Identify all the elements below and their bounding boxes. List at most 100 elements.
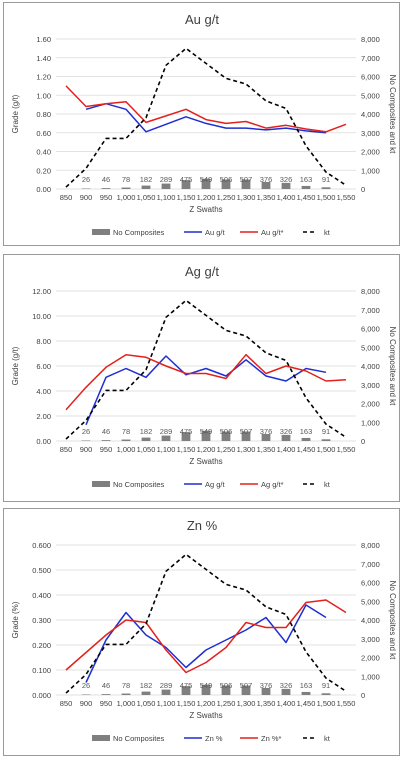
x-tick-label: 1,450 <box>297 445 316 454</box>
x-tick-label: 1,050 <box>137 445 156 454</box>
y-tick-label: 0.200 <box>32 641 51 650</box>
composite-bar <box>121 693 131 695</box>
composite-bar <box>141 185 151 189</box>
composite-count-label: 506 <box>220 427 233 436</box>
y2-tick-label: 4,000 <box>361 362 380 371</box>
composite-count-label: 507 <box>240 681 253 690</box>
composite-bar <box>181 432 191 441</box>
chart-panel-au: Au g/t 0.00 0.20 0.40 0.60 0.80 1.00 1.20 1.40 1.… <box>3 2 400 246</box>
y-axis-label: Grade (g/t) <box>11 346 20 385</box>
y-tick-label: 0.400 <box>32 591 51 600</box>
y2-tick-label: 6,000 <box>361 73 380 82</box>
composite-count-label: 326 <box>280 681 293 690</box>
composite-bar <box>261 433 271 441</box>
composite-bar <box>241 179 251 189</box>
x-tick-label: 1,050 <box>137 699 156 708</box>
legend-swatch-bar <box>92 481 110 487</box>
x-axis-label: Z Swaths <box>189 711 222 720</box>
composite-count-label: 182 <box>140 175 153 184</box>
y-tick-label: 12.00 <box>32 287 51 296</box>
x-tick-label: 1,550 <box>337 699 356 708</box>
composite-bar <box>161 183 171 189</box>
x-tick-label: 1,200 <box>197 445 216 454</box>
chart-zn-svg: Zn % 0.000 0.100 0.200 0.300 0.400 0.500 0.600 0… <box>11 518 397 743</box>
composite-bar <box>321 439 331 441</box>
legend-label: No Composites <box>113 734 165 743</box>
series-line-0 <box>85 355 327 426</box>
x-tick-label: 1,500 <box>317 193 336 202</box>
y2-tick-label: 8,000 <box>361 541 380 550</box>
y2-tick-label: 1,000 <box>361 418 380 427</box>
x-tick-label: 950 <box>100 193 113 202</box>
legend-label: Au g/t <box>205 228 226 237</box>
composite-count-label: 91 <box>322 175 330 184</box>
legend-label: No Composites <box>113 228 165 237</box>
legend-swatch-bar <box>92 735 110 741</box>
legend: No Composites Au g/t Au g/t* kt <box>92 228 331 237</box>
y-tick-label: 0.100 <box>32 666 51 675</box>
composite-bar <box>161 689 171 695</box>
composite-bar <box>281 434 291 441</box>
y-tick-label: 1.00 <box>36 91 51 100</box>
composite-count-label: 475 <box>180 175 193 184</box>
composite-bar <box>281 182 291 189</box>
legend: No Composites Ag g/t Ag g/t* kt <box>92 480 331 489</box>
x-axis-label: Z Swaths <box>189 205 222 214</box>
composite-bar <box>181 180 191 189</box>
composite-bar <box>221 685 231 695</box>
chart-title: Ag g/t <box>185 264 219 279</box>
series-line-0 <box>85 604 327 683</box>
y-tick-label: 2.00 <box>36 412 51 421</box>
composite-bar <box>301 437 311 441</box>
composite-bar <box>101 694 111 695</box>
composite-count-label: 475 <box>180 427 193 436</box>
composite-count-label: 506 <box>220 681 233 690</box>
composite-count-label: 163 <box>300 681 313 690</box>
y2-tick-label: 4,000 <box>361 110 380 119</box>
composite-count-label: 549 <box>200 427 213 436</box>
legend-label: No Composites <box>113 480 165 489</box>
composite-bar <box>161 435 171 441</box>
x-tick-label: 1,500 <box>317 445 336 454</box>
composite-count-label: 26 <box>82 175 90 184</box>
x-tick-label: 850 <box>60 193 73 202</box>
composite-count-label: 46 <box>102 427 110 436</box>
x-tick-label: 1,000 <box>117 699 136 708</box>
legend-label: kt <box>324 480 331 489</box>
x-tick-label: 1,150 <box>177 193 196 202</box>
composite-count-label: 549 <box>200 681 213 690</box>
composite-count-label: 506 <box>220 175 233 184</box>
composite-bar <box>201 684 211 695</box>
series-line-1 <box>65 85 347 133</box>
composite-bar <box>261 181 271 189</box>
y-tick-label: 1.40 <box>36 54 51 63</box>
y-tick-label: 1.60 <box>36 35 51 44</box>
x-tick-label: 1,250 <box>217 445 236 454</box>
composite-count-label: 376 <box>260 175 273 184</box>
composite-bar <box>141 437 151 441</box>
composite-count-label: 289 <box>160 175 173 184</box>
series-line-2 <box>65 47 347 188</box>
y-tick-label: 0.20 <box>36 166 51 175</box>
legend-label: Ag g/t* <box>261 480 284 489</box>
x-tick-label: 1,200 <box>197 193 216 202</box>
y-tick-label: 0.40 <box>36 148 51 157</box>
x-tick-label: 900 <box>80 699 93 708</box>
y2-tick-label: 5,000 <box>361 91 380 100</box>
y2-axis-label: No Composites and kt <box>388 581 397 660</box>
legend-label: Zn %* <box>261 734 282 743</box>
composite-bar <box>121 439 131 441</box>
y2-tick-label: 0 <box>361 691 365 700</box>
legend: No Composites Zn % Zn %* kt <box>92 734 331 743</box>
x-tick-label: 1,450 <box>297 193 316 202</box>
legend-label: Ag g/t <box>205 480 226 489</box>
series-line-1 <box>65 599 347 674</box>
composite-count-label: 163 <box>300 175 313 184</box>
chart-panel-zn: Zn % 0.000 0.100 0.200 0.300 0.400 0.500 0.600 0… <box>3 508 400 756</box>
x-tick-label: 900 <box>80 445 93 454</box>
composite-count-label: 182 <box>140 427 153 436</box>
legend-swatch-bar <box>92 229 110 235</box>
composite-bar <box>301 185 311 189</box>
y-tick-label: 0.60 <box>36 129 51 138</box>
x-tick-label: 1,350 <box>257 193 276 202</box>
